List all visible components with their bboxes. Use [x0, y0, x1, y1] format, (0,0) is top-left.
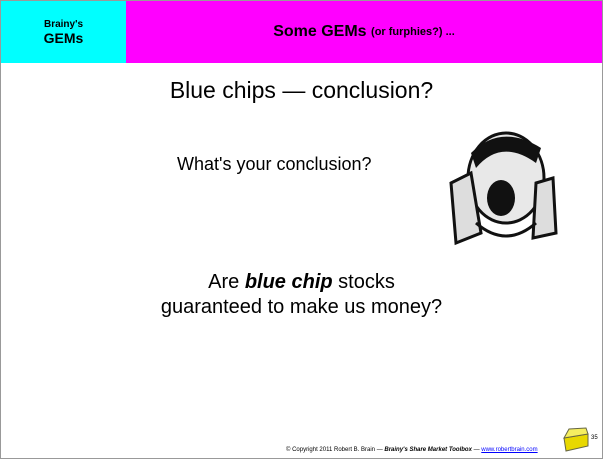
body-line: guaranteed to make us money?	[160, 296, 443, 318]
slide-title: Blue chips — conclusion?	[169, 77, 434, 103]
link[interactable]: www.robertbrain.com	[481, 447, 538, 453]
body-line: Are blue chip stocks	[1, 271, 602, 294]
screaming-man-image	[441, 123, 563, 249]
page-number: 35	[591, 435, 598, 441]
chest-icon	[563, 427, 589, 452]
emphasis: blue chip	[244, 271, 333, 293]
footer: © Copyright 2011 Robert B. Brain — Brain…	[286, 447, 538, 453]
badge-line: Brainy's	[43, 18, 84, 30]
text: stocks	[332, 271, 395, 293]
badge: Brainy's GEMs	[1, 1, 126, 63]
header-title: Some GEMs	[273, 23, 367, 40]
sep: —	[471, 447, 482, 453]
book: Brainy's Share Market Toolbox	[384, 447, 472, 453]
header: Some GEMs (or furphies?) ...	[126, 1, 602, 63]
badge-line: GEMs	[43, 29, 84, 46]
text: Are	[208, 271, 245, 293]
copyright: © Copyright 2011 Robert B. Brain —	[286, 447, 385, 453]
question: What's your conclusion?	[177, 154, 372, 174]
header-title-small: (or furphies?) ...	[371, 26, 455, 38]
